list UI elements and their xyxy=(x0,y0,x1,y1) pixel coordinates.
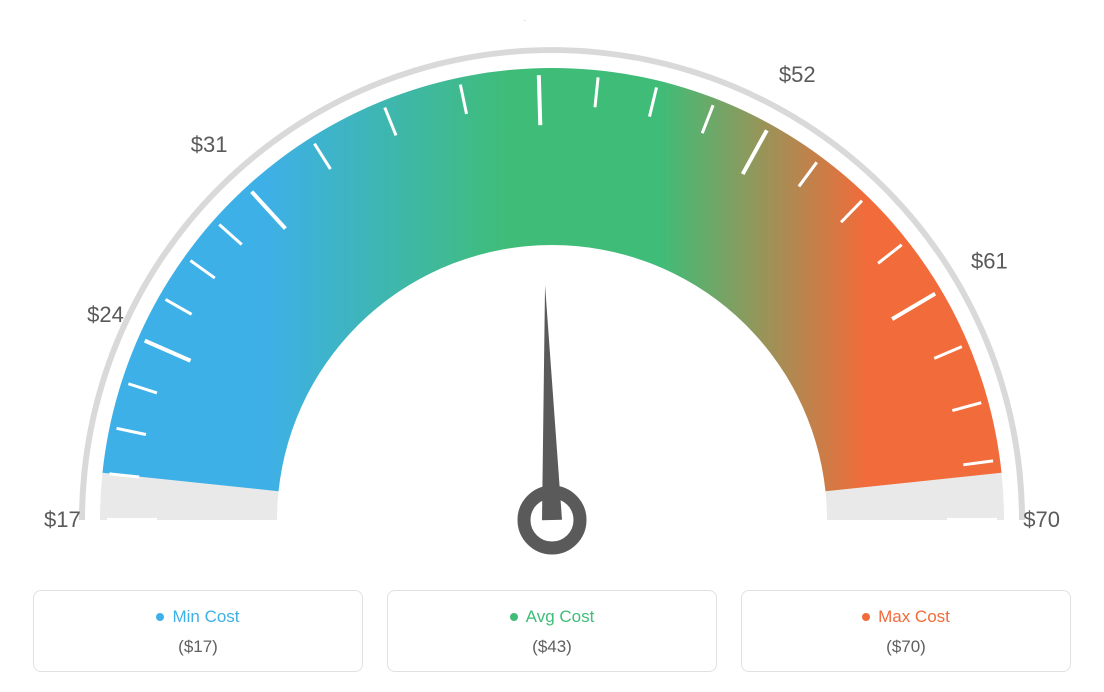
gauge-needle xyxy=(542,285,562,520)
gauge-tick-label: $31 xyxy=(191,132,228,157)
gauge-tick-label: $17 xyxy=(44,507,81,532)
legend-dot-avg xyxy=(510,613,518,621)
legend-title-avg: Avg Cost xyxy=(510,607,595,627)
gauge-svg: $17 $24 $31 $43 $52 $61 $70 xyxy=(20,20,1084,570)
legend-label-avg: Avg Cost xyxy=(526,607,595,627)
legend-label-max: Max Cost xyxy=(878,607,950,627)
legend-dot-min xyxy=(156,613,164,621)
legend-title-max: Max Cost xyxy=(862,607,950,627)
legend-value-avg: ($43) xyxy=(400,637,704,657)
legend-card-max: Max Cost ($70) xyxy=(741,590,1071,672)
gauge-tick-label: $61 xyxy=(971,249,1008,274)
gauge-tick-label: $24 xyxy=(87,302,124,327)
gauge-tick-label: $43 xyxy=(519,20,556,24)
gauge-tick-label: $70 xyxy=(1023,507,1060,532)
cost-gauge-container: $17 $24 $31 $43 $52 $61 $70 Min Cost ($17) Avg… xyxy=(20,20,1084,672)
legend-card-min: Min Cost ($17) xyxy=(33,590,363,672)
legend-value-max: ($70) xyxy=(754,637,1058,657)
legend-title-min: Min Cost xyxy=(156,607,239,627)
legend-value-min: ($17) xyxy=(46,637,350,657)
legend-label-min: Min Cost xyxy=(172,607,239,627)
gauge-chart: $17 $24 $31 $43 $52 $61 $70 xyxy=(20,20,1084,570)
legend-dot-max xyxy=(862,613,870,621)
legend-row: Min Cost ($17) Avg Cost ($43) Max Cost (… xyxy=(20,590,1084,672)
legend-card-avg: Avg Cost ($43) xyxy=(387,590,717,672)
gauge-tick-label: $52 xyxy=(779,62,816,87)
gauge-tick-major xyxy=(539,75,540,125)
